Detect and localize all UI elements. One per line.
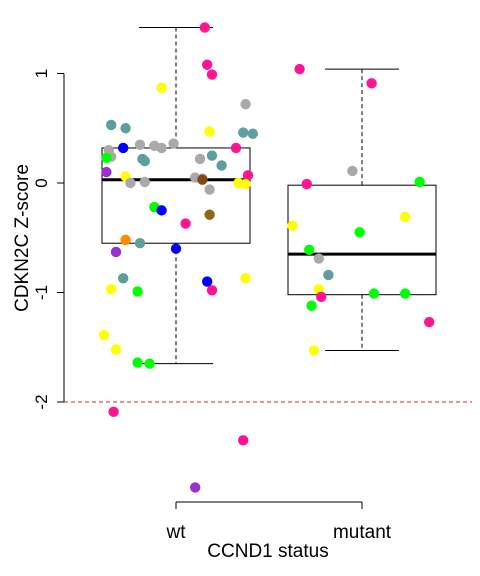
data-point-wt [190, 482, 201, 493]
box-layer [101, 27, 437, 365]
data-point-wt [240, 273, 251, 284]
data-point-wt [240, 178, 251, 190]
data-point-mutant [304, 244, 315, 255]
data-point-wt [206, 150, 218, 161]
data-point-wt [242, 170, 254, 181]
data-point-wt [247, 128, 258, 139]
data-point-wt [168, 138, 179, 149]
data-point-wt [230, 142, 242, 154]
axis-layer: 1 0 -1 -2 wt mutant [32, 69, 392, 543]
data-point-wt [139, 155, 150, 167]
data-point-wt [204, 126, 215, 137]
data-point-wt [206, 285, 218, 296]
data-point-wt [106, 284, 117, 295]
data-point-mutant [294, 63, 305, 75]
data-point-wt [120, 234, 131, 246]
data-point-wt [238, 127, 249, 138]
x-tick-label-wt: wt [166, 522, 187, 543]
data-point-wt [134, 238, 146, 249]
data-point-wt [204, 184, 215, 195]
data-point-mutant [400, 288, 411, 299]
y-tick-label: -1 [32, 285, 51, 300]
data-point-wt [110, 246, 122, 258]
data-point-mutant [308, 345, 320, 356]
data-point-mutant [354, 227, 365, 238]
y-tick-label: 0 [32, 178, 51, 187]
data-point-mutant [287, 220, 298, 231]
data-point-mutant [347, 165, 358, 177]
data-point-mutant [366, 78, 377, 89]
data-point-wt [194, 153, 206, 165]
data-point-wt [240, 98, 251, 110]
data-point-mutant [414, 176, 425, 188]
data-point-mutant [323, 269, 334, 281]
data-point-wt [132, 357, 143, 368]
data-point-wt [202, 276, 213, 287]
data-point-wt [106, 119, 117, 131]
box-mutant [287, 184, 437, 296]
data-point-wt [110, 344, 122, 355]
data-point-wt [139, 176, 150, 188]
y-tick-label: 1 [32, 69, 51, 78]
data-point-mutant [301, 178, 312, 190]
y-axis-title: CDKN2C Z-score [12, 164, 33, 312]
data-point-wt [238, 435, 249, 446]
box-wt [101, 147, 251, 244]
data-point-wt [101, 152, 112, 164]
data-point-wt [101, 166, 112, 178]
data-point-wt [98, 330, 110, 341]
data-point-mutant [316, 291, 327, 303]
data-point-wt [156, 205, 167, 216]
data-point-wt [216, 160, 227, 171]
data-point-wt [156, 142, 167, 154]
data-point-wt [132, 286, 143, 297]
data-point-mutant [400, 211, 411, 223]
data-point-wt [118, 273, 129, 284]
data-point-wt [120, 123, 131, 134]
data-point-wt [204, 209, 215, 220]
data-point-wt [118, 142, 129, 154]
data-point-wt [202, 59, 213, 70]
data-point-wt [206, 69, 218, 80]
data-point-wt [199, 22, 210, 33]
data-point-mutant [313, 253, 324, 264]
data-point-wt [180, 218, 191, 229]
data-point-wt [125, 177, 136, 189]
data-point-wt [170, 243, 182, 254]
y-tick-label: -2 [32, 394, 51, 409]
data-point-wt [156, 82, 167, 93]
data-point-mutant [424, 316, 435, 328]
point-layer [98, 22, 435, 493]
x-axis-title: CCND1 status [207, 541, 328, 562]
data-point-wt [108, 406, 119, 418]
data-point-mutant [368, 288, 380, 299]
data-point-mutant [306, 300, 317, 311]
data-point-wt [144, 358, 155, 369]
data-point-wt [134, 139, 146, 150]
x-tick-label-mutant: mutant [333, 522, 392, 543]
data-point-wt [197, 174, 208, 185]
